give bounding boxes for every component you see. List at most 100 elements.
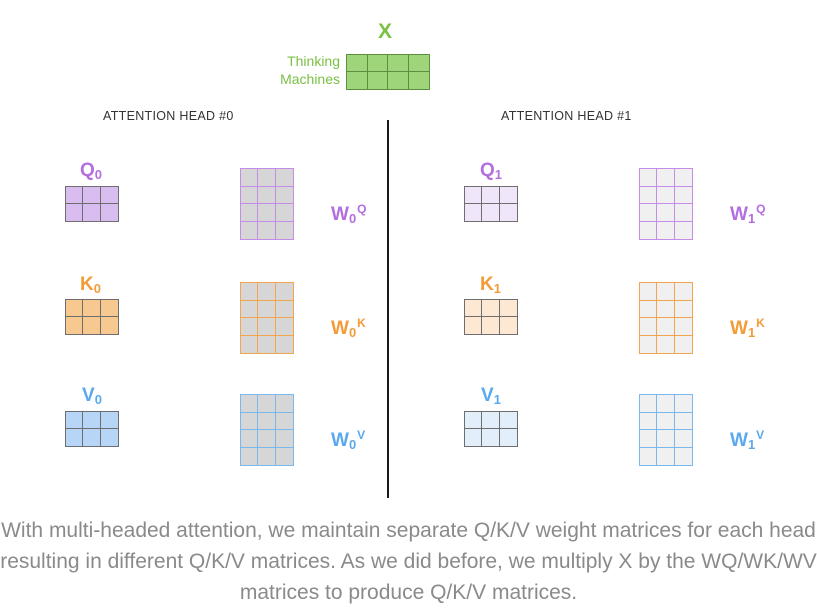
matrix-cell [241,204,259,222]
matrix-cell [674,187,692,204]
matrix-cell [241,430,259,448]
matrix-cell [258,447,276,465]
w1-k-label: W1K [730,316,765,340]
v1-matrix [464,411,518,447]
w1-v-label: W1V [730,428,765,452]
matrix-cell [657,186,675,204]
matrix-cell [388,72,409,89]
matrix-cell [101,204,118,221]
w0-v-weight-matrix [240,394,294,466]
matrix-cell [675,222,692,240]
matrix-cell [276,448,293,466]
matrix-cell [657,221,675,239]
x-input-matrix [346,54,430,90]
matrix-cell [275,204,293,222]
attention-head-1-label: ATTENTION HEAD #1 [501,109,632,123]
matrix-cell [100,300,118,317]
w0-q-label: W0Q [331,202,367,226]
matrix-cell [482,204,500,221]
matrix-cell [241,412,259,430]
matrix-cell [465,317,483,334]
matrix-cell [367,55,388,72]
matrix-cell [482,300,500,317]
matrix-cell [66,317,84,334]
w1-q-weight-matrix [639,168,693,240]
input-words: Thinking Machines [268,52,340,88]
matrix-cell [675,336,692,354]
matrix-cell [101,429,118,446]
matrix-cell [499,300,517,317]
matrix-cell [275,430,293,448]
q0-label: Q0 [80,160,103,182]
matrix-cell [640,430,658,448]
matrix-cell [657,447,675,465]
figure-caption: With multi-headed attention, we maintain… [0,519,817,604]
matrix-cell [66,300,84,317]
v1-label: V1 [481,385,501,407]
matrix-cell [482,317,500,334]
matrix-cell [499,187,517,204]
matrix-cell [258,186,276,204]
matrix-cell [258,335,276,353]
matrix-cell [275,283,293,301]
matrix-cell [258,412,276,430]
head-divider-line [387,120,389,498]
w0-v-label: W0V [331,428,366,452]
matrix-cell [465,204,483,221]
matrix-cell [640,283,658,301]
matrix-cell [657,300,675,318]
matrix-cell [258,221,276,239]
matrix-cell [657,395,675,413]
matrix-cell [465,187,483,204]
matrix-cell [83,300,101,317]
matrix-cell [258,430,276,448]
matrix-cell [640,300,658,318]
matrix-cell [465,300,483,317]
matrix-cell [674,430,692,448]
matrix-cell [258,169,276,187]
matrix-cell [674,395,692,413]
matrix-cell [657,283,675,301]
matrix-cell [258,395,276,413]
matrix-cell [258,300,276,318]
matrix-cell [276,222,293,240]
matrix-cell [500,204,517,221]
matrix-cell [275,318,293,336]
matrix-cell [640,169,658,187]
matrix-cell [640,335,658,353]
matrix-cell [66,187,84,204]
matrix-cell [465,412,483,429]
matrix-cell [83,429,101,446]
matrix-cell [275,169,293,187]
matrix-cell [674,283,692,301]
matrix-cell [241,221,259,239]
q1-label: Q1 [480,160,503,182]
matrix-cell [347,72,368,89]
v0-matrix [65,411,119,447]
matrix-cell [408,55,429,72]
matrix-cell [388,55,409,72]
matrix-cell [500,429,517,446]
matrix-cell [241,283,259,301]
matrix-cell [275,187,293,204]
matrix-cell [101,317,118,334]
matrix-cell [83,317,101,334]
w1-v-weight-matrix [639,394,693,466]
matrix-cell [640,395,658,413]
w0-k-weight-matrix [240,282,294,354]
matrix-cell [241,186,259,204]
matrix-cell [66,204,84,221]
matrix-cell [657,335,675,353]
input-word-machines: Machines [280,71,340,87]
matrix-cell [275,395,293,413]
q0-matrix [65,186,119,222]
matrix-cell [276,336,293,354]
input-word-thinking: Thinking [287,53,340,69]
k0-label: K0 [80,274,101,296]
x-input-title: X [378,20,393,43]
matrix-cell [241,318,259,336]
matrix-cell [241,335,259,353]
matrix-cell [657,412,675,430]
w0-k-label: W0K [331,316,366,340]
matrix-cell [640,186,658,204]
